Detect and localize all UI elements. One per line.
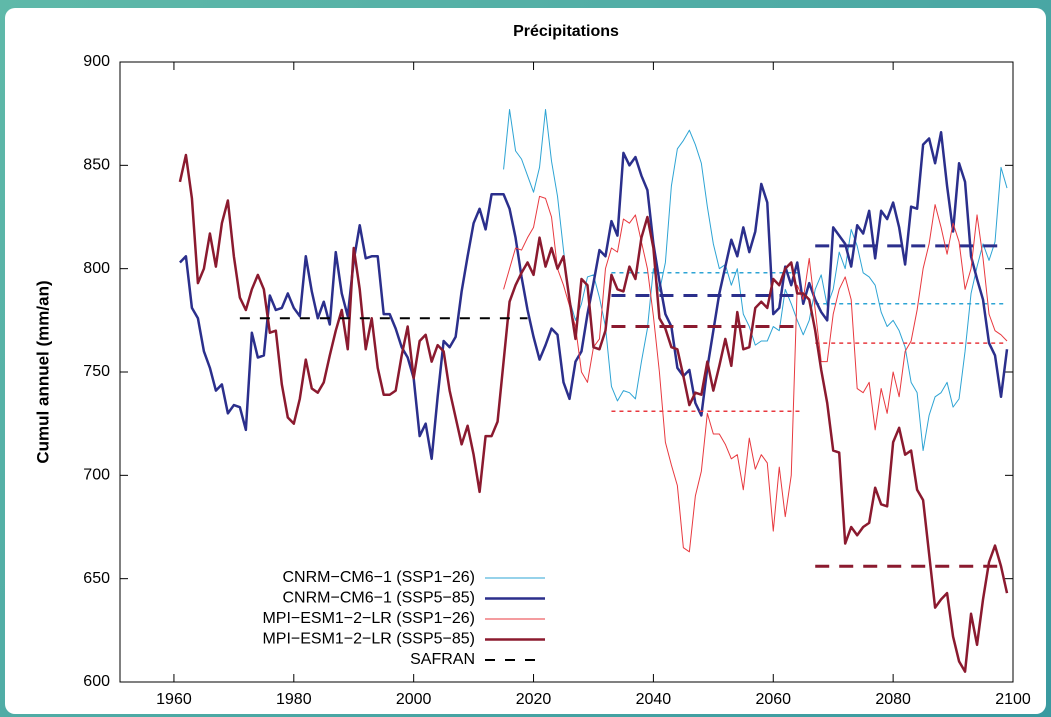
x-tick-label: 1980 xyxy=(276,691,312,708)
y-axis-label: Cumul annuel (mm/an) xyxy=(33,280,52,463)
x-tick-label: 2020 xyxy=(516,691,552,708)
y-tick-label: 600 xyxy=(83,673,110,690)
x-tick-label: 2060 xyxy=(755,691,791,708)
chart-title: Précipitations xyxy=(513,23,619,40)
x-tick-label: 1960 xyxy=(156,691,192,708)
legend-label: MPI−ESM1−2−LR (SSP5−85) xyxy=(262,631,475,648)
legend-label: MPI−ESM1−2−LR (SSP1−26) xyxy=(262,610,475,627)
x-tick-label: 2040 xyxy=(636,691,672,708)
y-tick-label: 700 xyxy=(83,467,110,484)
series-line xyxy=(503,195,1008,553)
y-tick-label: 850 xyxy=(83,157,110,174)
x-tick-label: 2080 xyxy=(875,691,911,708)
y-tick-label: 650 xyxy=(83,570,110,587)
x-tick-label: 2000 xyxy=(396,691,432,708)
series-line xyxy=(179,131,1009,461)
x-tick-label: 2100 xyxy=(995,691,1031,708)
plot-frame xyxy=(119,61,1014,683)
series-line xyxy=(503,109,1008,452)
legend-label: CNRM−CM6−1 (SSP5−85) xyxy=(282,590,475,607)
legend-label: SAFRAN xyxy=(410,651,475,668)
series-line xyxy=(178,153,1009,673)
legend-label: CNRM−CM6−1 (SSP1−26) xyxy=(282,569,475,586)
y-tick-label: 750 xyxy=(83,363,110,380)
panel xyxy=(5,8,1046,714)
y-tick-label: 800 xyxy=(83,260,110,277)
y-tick-label: 900 xyxy=(83,53,110,70)
